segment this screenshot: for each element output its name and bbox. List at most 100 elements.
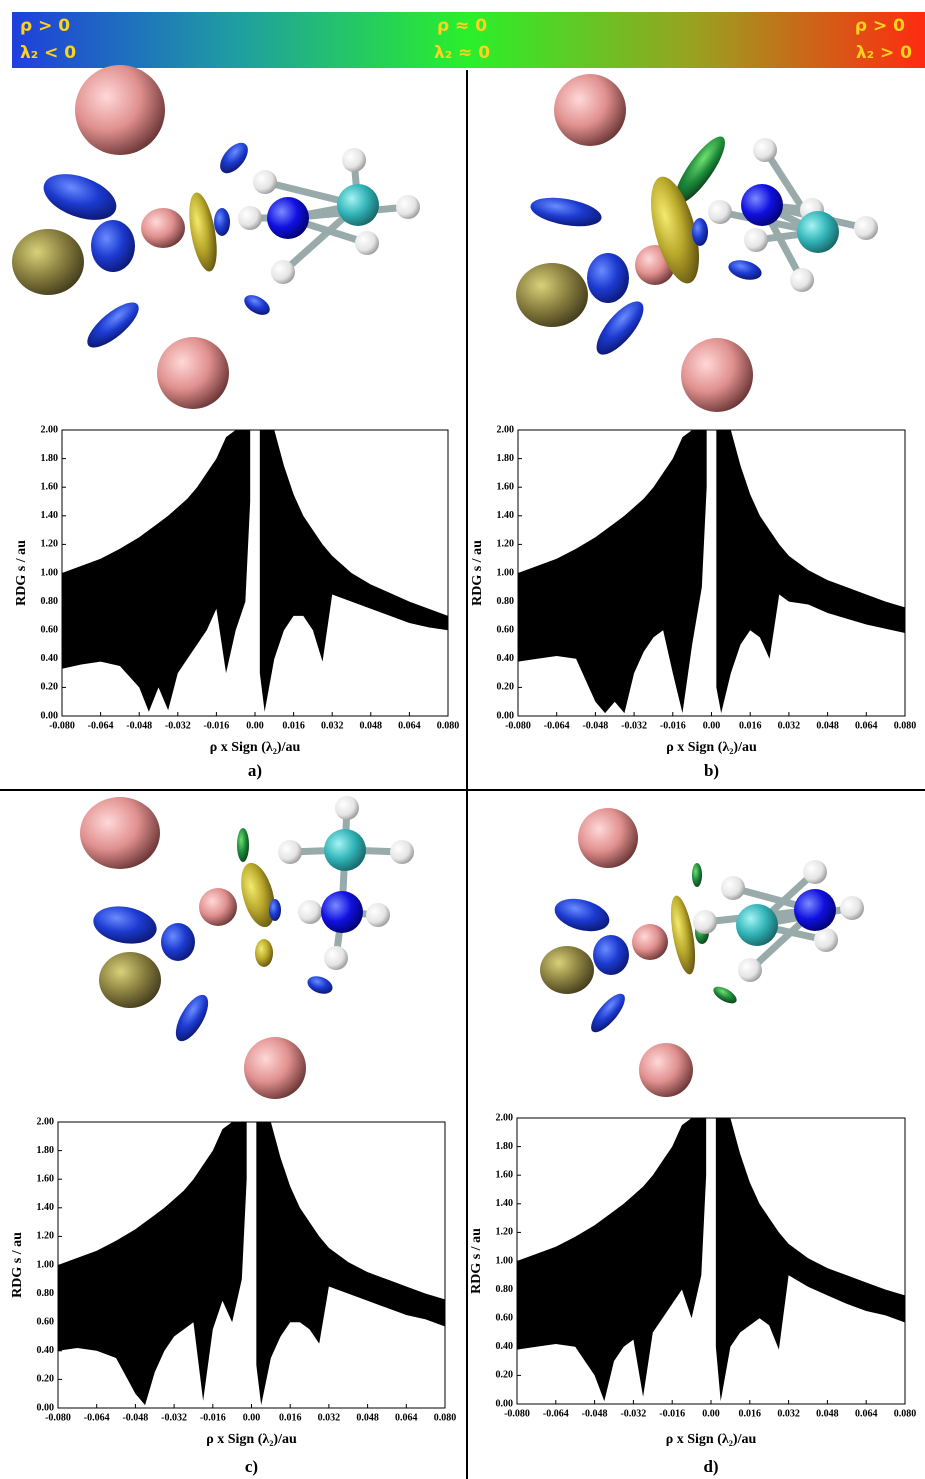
y-axis-label: RDG s / au [14, 540, 29, 606]
x-tick-label: 0.016 [739, 720, 762, 731]
colorbar-label: ρ > 0 [20, 16, 70, 36]
isosurface [269, 899, 281, 921]
hydrogen-atom [396, 195, 420, 219]
x-tick-label: -0.016 [200, 1412, 226, 1423]
y-tick-label: 0.00 [41, 710, 59, 721]
y-tick-label: 1.60 [497, 481, 515, 492]
panel-label: b) [704, 761, 719, 780]
y-tick-label: 0.00 [497, 710, 515, 721]
y-tick-label: 0.60 [496, 1312, 514, 1323]
isosurface [99, 952, 161, 1008]
x-tick-label: 0.048 [816, 720, 839, 731]
y-tick-label: 1.80 [41, 453, 59, 464]
y-tick-label: 1.20 [41, 539, 59, 550]
x-tick-label: 0.080 [437, 720, 460, 731]
isosurface [184, 191, 222, 274]
x-tick-label: 0.032 [777, 1408, 800, 1419]
x-tick-label: -0.016 [203, 720, 229, 731]
colorbar-label: λ₂ ≈ 0 [434, 43, 490, 63]
y-tick-label: 0.80 [496, 1284, 514, 1295]
nitrogen-atom [741, 184, 783, 226]
isosurface [639, 1043, 693, 1097]
hydrogen-atom [721, 876, 745, 900]
hydrogen-atom [814, 928, 838, 952]
y-tick-label: 0.60 [497, 624, 515, 635]
rdg-scatter-area [517, 1118, 905, 1401]
isosurface [593, 935, 629, 975]
figure: ρ > 0 λ₂ < 0 ρ ≈ 0 λ₂ ≈ 0 ρ > 0 λ₂ > 0 -… [0, 0, 925, 1479]
colorbar-label: ρ ≈ 0 [437, 16, 487, 36]
nitrogen-atom [321, 891, 363, 933]
isosurface [726, 257, 764, 283]
hydrogen-atom [335, 796, 359, 820]
hydrogen-atom [342, 148, 366, 172]
hydrogen-atom [708, 200, 732, 224]
carbon-atom [797, 211, 839, 253]
nitrogen-atom [794, 889, 836, 931]
hydrogen-atom [738, 958, 762, 982]
x-tick-label: 0.032 [321, 720, 344, 731]
y-tick-label: 0.40 [41, 653, 59, 664]
y-tick-label: 0.40 [496, 1341, 514, 1352]
x-tick-label: 0.064 [855, 720, 878, 731]
x-axis-label: ρ x Sign (λ₂)/au [206, 1432, 297, 1447]
x-tick-label: 0.048 [356, 1412, 379, 1423]
y-axis-label: RDG s / au [469, 1228, 484, 1294]
y-tick-label: 0.60 [41, 624, 59, 635]
x-tick-label: 0.064 [855, 1408, 878, 1419]
y-tick-label: 1.20 [37, 1231, 55, 1242]
isosurface [554, 74, 626, 146]
y-tick-label: 1.00 [41, 567, 59, 578]
x-tick-label: 0.00 [702, 1408, 720, 1419]
y-tick-label: 1.40 [37, 1202, 55, 1213]
hydrogen-atom [238, 206, 262, 230]
x-tick-label: -0.048 [582, 1408, 608, 1419]
rdg-scatter-area [518, 430, 905, 713]
panel-label: d) [703, 1457, 718, 1476]
y-tick-label: 0.20 [37, 1374, 55, 1385]
isosurface [255, 939, 273, 967]
isosurface [528, 193, 603, 231]
molecule [80, 796, 414, 1099]
x-tick-label: -0.080 [504, 1408, 530, 1419]
y-tick-label: 0.80 [41, 596, 59, 607]
y-tick-label: 1.00 [496, 1255, 514, 1266]
hydrogen-atom [355, 231, 379, 255]
x-tick-label: 0.032 [778, 720, 801, 731]
x-tick-label: 0.048 [816, 1408, 839, 1419]
isosurface [80, 797, 160, 869]
y-tick-label: 1.40 [496, 1198, 514, 1209]
isosurface [241, 291, 273, 319]
isosurface [75, 65, 165, 155]
x-tick-label: -0.064 [88, 720, 114, 731]
y-tick-label: 2.00 [497, 424, 515, 435]
isosurface [586, 989, 631, 1037]
x-axis-label: ρ x Sign (λ₂)/au [666, 1432, 757, 1447]
hydrogen-atom [693, 910, 717, 934]
y-tick-label: 0.20 [496, 1370, 514, 1381]
isosurface [244, 1037, 306, 1099]
y-tick-label: 0.20 [497, 682, 515, 693]
isosurface [516, 263, 588, 327]
x-tick-label: -0.032 [165, 720, 191, 731]
colorbar-label: λ₂ < 0 [20, 43, 76, 63]
colorbar-label: ρ > 0 [855, 16, 905, 36]
hydrogen-atom [840, 896, 864, 920]
hydrogen-atom [366, 903, 390, 927]
isosurface [161, 923, 195, 961]
rdg-scatter-area [58, 1122, 445, 1405]
isosurface [666, 894, 700, 976]
y-tick-label: 2.00 [41, 424, 59, 435]
hydrogen-atom [744, 228, 768, 252]
isosurface [551, 893, 613, 936]
y-tick-label: 0.40 [37, 1345, 55, 1356]
y-tick-label: 0.00 [37, 1402, 55, 1413]
y-tick-label: 1.80 [497, 453, 515, 464]
x-tick-label: 0.064 [398, 720, 421, 731]
y-tick-label: 1.60 [37, 1173, 55, 1184]
isosurface [157, 337, 229, 409]
isosurface [12, 229, 84, 295]
colorbar-label: λ₂ > 0 [856, 43, 912, 63]
x-tick-label: -0.080 [49, 720, 75, 731]
hydrogen-atom [803, 860, 827, 884]
